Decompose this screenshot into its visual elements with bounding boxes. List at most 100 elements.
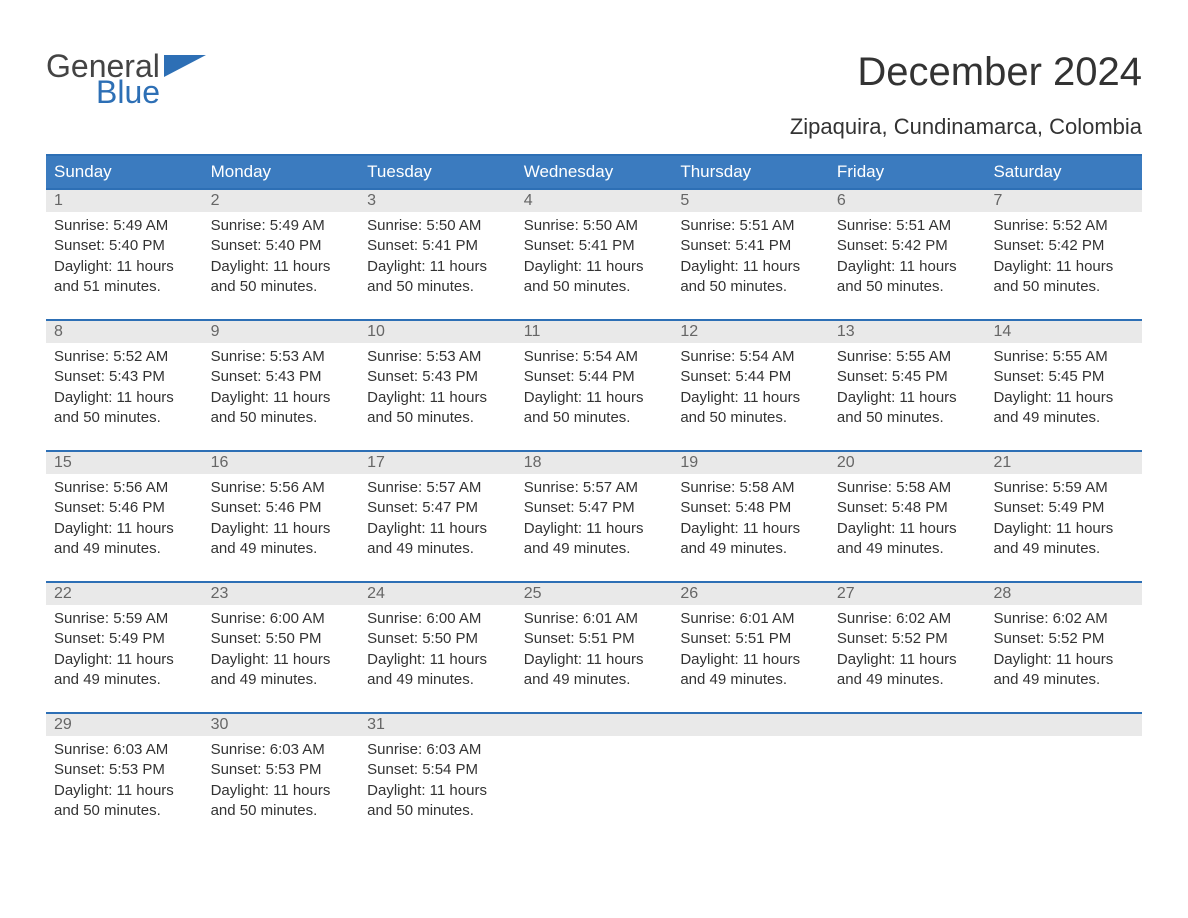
day-detail-line: Daylight: 11 hours bbox=[993, 650, 1134, 670]
day-detail-line: Sunrise: 5:52 AM bbox=[993, 216, 1134, 236]
day-number: 19 bbox=[680, 454, 698, 471]
day-detail-line: Daylight: 11 hours bbox=[211, 781, 352, 801]
day-number: 11 bbox=[524, 323, 541, 340]
weekday-header: Saturday bbox=[985, 156, 1142, 188]
day-detail-line: Daylight: 11 hours bbox=[524, 257, 665, 277]
calendar-day: 14Sunrise: 5:55 AMSunset: 5:45 PMDayligh… bbox=[985, 321, 1142, 432]
calendar-week: 22Sunrise: 5:59 AMSunset: 5:49 PMDayligh… bbox=[46, 581, 1142, 694]
day-detail-line: Sunrise: 6:03 AM bbox=[211, 740, 352, 760]
weekday-header: Tuesday bbox=[359, 156, 516, 188]
day-detail-line: and 49 minutes. bbox=[993, 539, 1134, 559]
day-detail-line: and 49 minutes. bbox=[211, 539, 352, 559]
day-detail-line: Sunset: 5:54 PM bbox=[367, 760, 508, 780]
day-detail-line: Sunrise: 5:56 AM bbox=[211, 478, 352, 498]
calendar-day: 30 Sunrise: 6:03 AMSunset: 5:53 PMDayligh… bbox=[203, 714, 360, 825]
day-number: 16 bbox=[211, 454, 229, 471]
day-detail-line: Sunrise: 5:57 AM bbox=[524, 478, 665, 498]
day-detail-line: Sunrise: 5:56 AM bbox=[54, 478, 195, 498]
day-detail-line: Sunrise: 5:54 AM bbox=[524, 347, 665, 367]
day-detail-line: Sunset: 5:42 PM bbox=[837, 236, 978, 256]
day-detail-line: and 49 minutes. bbox=[54, 670, 195, 690]
page-title: December 2024 bbox=[857, 50, 1142, 95]
day-detail-line: Sunset: 5:43 PM bbox=[54, 367, 195, 387]
day-detail-line: Sunset: 5:52 PM bbox=[837, 629, 978, 649]
day-detail-line: Sunrise: 5:55 AM bbox=[837, 347, 978, 367]
day-detail-line: and 50 minutes. bbox=[993, 277, 1134, 297]
day-detail-line: Daylight: 11 hours bbox=[993, 388, 1134, 408]
day-detail-line: Sunset: 5:40 PM bbox=[211, 236, 352, 256]
day-detail-line: Sunrise: 6:00 AM bbox=[211, 609, 352, 629]
day-detail-line: Daylight: 11 hours bbox=[367, 388, 508, 408]
day-detail-line: and 51 minutes. bbox=[54, 277, 195, 297]
day-detail-line: Sunset: 5:42 PM bbox=[993, 236, 1134, 256]
day-detail-line: Daylight: 11 hours bbox=[837, 519, 978, 539]
day-detail-line: Sunrise: 6:01 AM bbox=[680, 609, 821, 629]
calendar-day: 12Sunrise: 5:54 AMSunset: 5:44 PMDayligh… bbox=[672, 321, 829, 432]
day-detail-line: Daylight: 11 hours bbox=[524, 650, 665, 670]
day-number: 17 bbox=[367, 454, 385, 471]
calendar-day: 13Sunrise: 5:55 AMSunset: 5:45 PMDayligh… bbox=[829, 321, 986, 432]
day-detail-line: Sunrise: 5:57 AM bbox=[367, 478, 508, 498]
calendar-day: 10Sunrise: 5:53 AMSunset: 5:43 PMDayligh… bbox=[359, 321, 516, 432]
day-detail-line: Daylight: 11 hours bbox=[211, 388, 352, 408]
day-number: 5 bbox=[680, 192, 689, 209]
day-detail-line: Daylight: 11 hours bbox=[837, 388, 978, 408]
day-number: 10 bbox=[367, 323, 385, 340]
day-detail-line: Sunrise: 6:02 AM bbox=[993, 609, 1134, 629]
day-number: 13 bbox=[837, 323, 855, 340]
calendar-day: 31 Sunrise: 6:03 AMSunset: 5:54 PMDayligh… bbox=[359, 714, 516, 825]
day-detail-line: Daylight: 11 hours bbox=[367, 519, 508, 539]
day-number: 9 bbox=[211, 323, 220, 340]
day-number: 25 bbox=[524, 585, 542, 602]
day-detail-line: Daylight: 11 hours bbox=[54, 257, 195, 277]
day-detail-line: Daylight: 11 hours bbox=[54, 781, 195, 801]
day-detail-line: Sunset: 5:49 PM bbox=[993, 498, 1134, 518]
day-detail-line: and 50 minutes. bbox=[54, 408, 195, 428]
day-detail-line: Sunrise: 5:58 AM bbox=[837, 478, 978, 498]
day-detail-line: and 49 minutes. bbox=[837, 539, 978, 559]
calendar-week: 29Sunrise: 6:03 AMSunset: 5:53 PMDayligh… bbox=[46, 712, 1142, 825]
day-detail-line: and 49 minutes. bbox=[837, 670, 978, 690]
day-detail-line: and 50 minutes. bbox=[524, 277, 665, 297]
calendar-day: 9Sunrise: 5:53 AMSunset: 5:43 PMDaylight… bbox=[203, 321, 360, 432]
day-detail-line: and 50 minutes. bbox=[211, 408, 352, 428]
day-detail-line: Sunrise: 6:02 AM bbox=[837, 609, 978, 629]
day-detail-line: and 50 minutes. bbox=[680, 277, 821, 297]
day-detail-line: Sunrise: 5:54 AM bbox=[680, 347, 821, 367]
day-detail-line: Sunset: 5:48 PM bbox=[837, 498, 978, 518]
day-detail-line: Daylight: 11 hours bbox=[367, 781, 508, 801]
calendar-day: 17Sunrise: 5:57 AMSunset: 5:47 PMDayligh… bbox=[359, 452, 516, 563]
day-detail-line: and 50 minutes. bbox=[680, 408, 821, 428]
day-detail-line: Sunrise: 5:50 AM bbox=[524, 216, 665, 236]
calendar-day: 23Sunrise: 6:00 AMSunset: 5:50 PMDayligh… bbox=[203, 583, 360, 694]
day-detail-line: Sunset: 5:44 PM bbox=[680, 367, 821, 387]
day-detail-line: Sunset: 5:52 PM bbox=[993, 629, 1134, 649]
logo: General Blue bbox=[46, 50, 206, 108]
day-detail-line: Sunrise: 6:03 AM bbox=[367, 740, 508, 760]
day-detail-line: Daylight: 11 hours bbox=[211, 257, 352, 277]
calendar-day: 6Sunrise: 5:51 AMSunset: 5:42 PMDaylight… bbox=[829, 190, 986, 301]
logo-word-blue: Blue bbox=[96, 76, 206, 108]
day-detail-line: Sunset: 5:53 PM bbox=[211, 760, 352, 780]
calendar-day: 7 Sunrise: 5:52 AMSunset: 5:42 PMDaylight… bbox=[985, 190, 1142, 301]
day-detail-line: Sunset: 5:53 PM bbox=[54, 760, 195, 780]
calendar-day: . bbox=[985, 714, 1142, 825]
day-detail-line: Sunrise: 5:51 AM bbox=[680, 216, 821, 236]
day-detail-line: Daylight: 11 hours bbox=[837, 257, 978, 277]
day-detail-line: and 50 minutes. bbox=[367, 801, 508, 821]
day-number: 30 bbox=[211, 716, 229, 733]
calendar-grid: SundayMondayTuesdayWednesdayThursdayFrid… bbox=[46, 154, 1142, 825]
day-number: 20 bbox=[837, 454, 855, 471]
day-detail-line: and 49 minutes. bbox=[680, 539, 821, 559]
day-detail-line: and 50 minutes. bbox=[367, 277, 508, 297]
day-detail-line: Sunrise: 5:49 AM bbox=[54, 216, 195, 236]
day-detail-line: Daylight: 11 hours bbox=[680, 650, 821, 670]
day-detail-line: Sunrise: 5:59 AM bbox=[993, 478, 1134, 498]
day-detail-line: Sunset: 5:48 PM bbox=[680, 498, 821, 518]
day-detail-line: Sunset: 5:51 PM bbox=[680, 629, 821, 649]
day-detail-line: and 49 minutes. bbox=[680, 670, 821, 690]
day-detail-line: Daylight: 11 hours bbox=[993, 257, 1134, 277]
calendar-day: 4Sunrise: 5:50 AMSunset: 5:41 PMDaylight… bbox=[516, 190, 673, 301]
day-number: 7 bbox=[993, 192, 1002, 209]
day-number: 31 bbox=[367, 716, 385, 733]
